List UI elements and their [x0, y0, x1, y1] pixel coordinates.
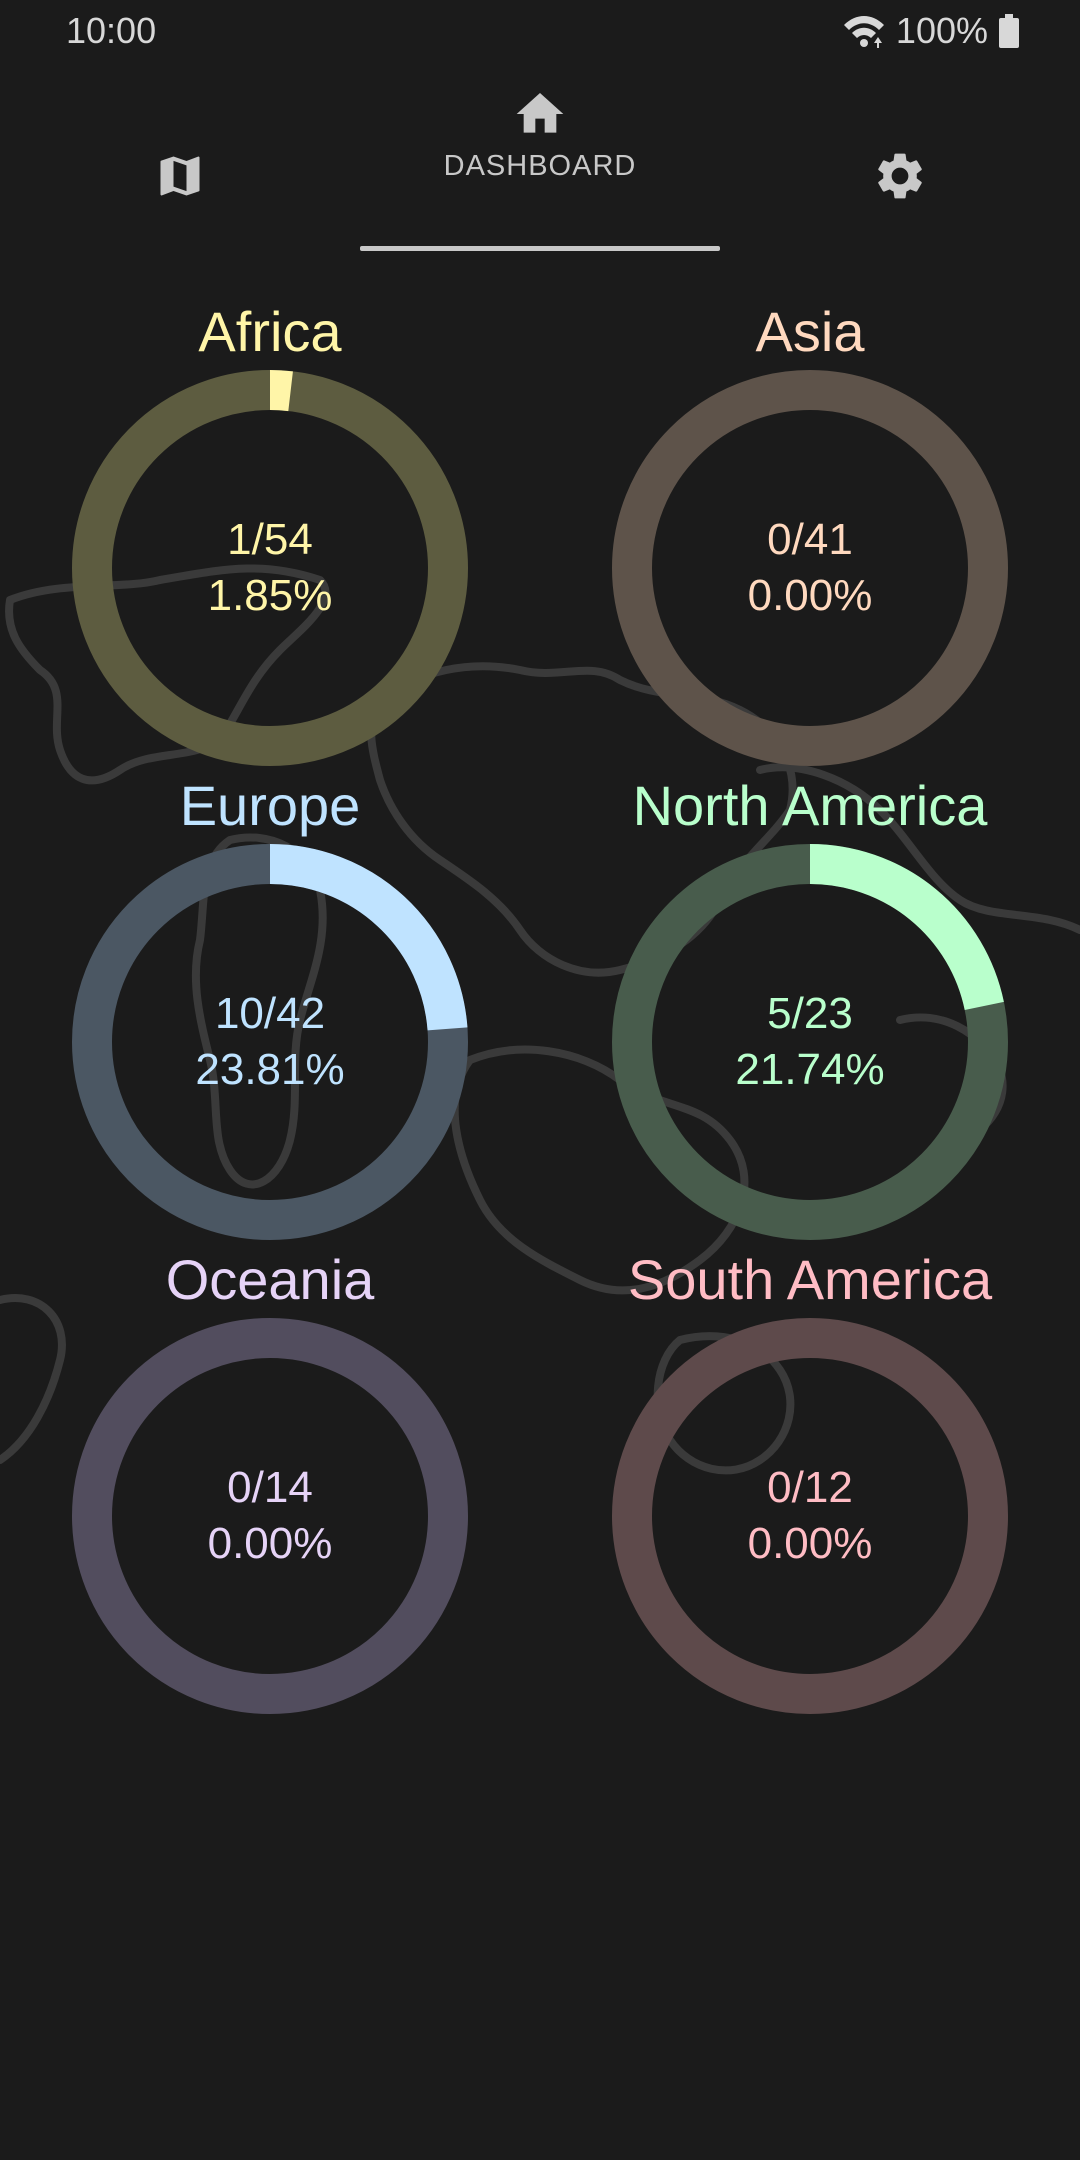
active-tab-indicator	[360, 246, 720, 251]
continent-name: Asia	[755, 300, 865, 363]
progress-ring	[612, 1318, 1008, 1714]
visited-fraction: 1/54	[227, 515, 313, 564]
ring-track	[612, 370, 1008, 766]
visited-percent: 21.74%	[735, 1045, 885, 1094]
ring-progress	[612, 844, 1008, 1240]
battery-percentage: 100%	[895, 10, 988, 51]
home-icon	[516, 93, 564, 133]
wifi-icon	[843, 16, 884, 48]
continent-name: South America	[627, 1248, 993, 1311]
ring-label: 0/41 0.00%	[610, 368, 1010, 768]
visited-percent: 0.00%	[747, 1519, 873, 1568]
continent-name: Oceania	[165, 1248, 375, 1311]
continent-name: Africa	[198, 300, 342, 363]
continent-card-south-america[interactable]: South America 0/12 0.00%	[540, 1244, 1080, 1718]
continent-name: North America	[632, 774, 988, 837]
continent-card-asia[interactable]: Asia 0/41 0.00%	[540, 296, 1080, 770]
top-navigation: DASHBOARD	[0, 66, 1080, 256]
continent-card-europe[interactable]: Europe 10/42 23.81%	[0, 770, 540, 1244]
visited-fraction: 0/14	[227, 1463, 313, 1512]
progress-ring	[72, 1318, 468, 1714]
ring-track	[612, 1318, 1008, 1714]
ring-label: 0/14 0.00%	[70, 1316, 470, 1716]
map-tab[interactable]	[130, 126, 230, 226]
status-icons: 100%	[842, 10, 1020, 52]
ring-label: 1/54 1.85%	[70, 368, 470, 768]
continent-card-africa[interactable]: Africa 1/54 1.85%	[0, 296, 540, 770]
ring-label: 0/12 0.00%	[610, 1316, 1010, 1716]
ring-progress	[72, 844, 468, 1240]
progress-ring	[612, 370, 1008, 766]
visited-fraction: 0/12	[767, 1463, 853, 1512]
map-icon	[160, 156, 200, 196]
continent-card-oceania[interactable]: Oceania 0/14 0.00%	[0, 1244, 540, 1718]
visited-percent: 0.00%	[207, 1519, 333, 1568]
visited-fraction: 5/23	[767, 989, 853, 1038]
settings-tab[interactable]	[850, 126, 950, 226]
ring-track	[72, 1318, 468, 1714]
continent-name: Europe	[179, 774, 361, 837]
visited-percent: 0.00%	[747, 571, 873, 620]
status-time: 10:00	[66, 10, 157, 51]
progress-ring	[72, 370, 468, 766]
ring-label: 10/42 23.81%	[70, 842, 470, 1242]
dashboard-label: DASHBOARD	[443, 150, 637, 182]
continent-card-north-america[interactable]: North America 5/23 21.74%	[540, 770, 1080, 1244]
visited-percent: 23.81%	[195, 1045, 345, 1094]
gear-icon	[878, 153, 922, 199]
ring-progress	[72, 370, 468, 766]
visited-fraction: 0/41	[767, 515, 853, 564]
progress-ring	[72, 844, 468, 1240]
battery-icon	[999, 14, 1019, 48]
progress-ring	[612, 844, 1008, 1240]
status-bar: 10:00 100%	[0, 0, 1080, 66]
visited-fraction: 10/42	[214, 989, 326, 1038]
visited-percent: 1.85%	[207, 571, 333, 620]
dashboard-tab[interactable]: DASHBOARD	[360, 86, 720, 256]
ring-label: 5/23 21.74%	[610, 842, 1010, 1242]
